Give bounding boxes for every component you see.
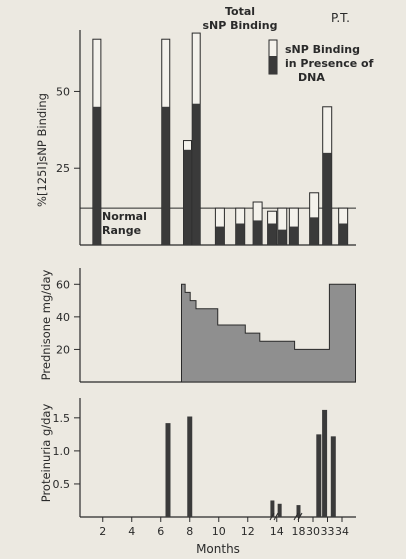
snp-y-tick-label: 25 (56, 162, 70, 175)
proteinuria-bar (296, 505, 301, 517)
month-tick-label: 8 (186, 525, 193, 538)
proteinuria-y-ticks: 0.5 1.0 1.5 (53, 412, 80, 491)
proteinuria-bars (165, 409, 336, 517)
month-tick-label: 12 (241, 525, 255, 538)
dna-binding-bar (253, 220, 263, 245)
proteinuria-bar (277, 503, 282, 517)
prednisone-y-tick-label: 20 (56, 343, 70, 356)
proteinuria-y-tick-label: 0.5 (53, 478, 71, 491)
proteinuria-bar (187, 416, 193, 517)
snp-binding-panel: P.T. 25 50 %[125I]sNP Binding Normal Range… (35, 5, 374, 246)
patient-initials: P.T. (331, 11, 350, 25)
snp-bars (92, 32, 349, 246)
legend-total-label: Total sNP Binding (203, 5, 278, 32)
prednisone-y-tick-label: 60 (56, 278, 70, 291)
month-tick-label: 2 (99, 525, 106, 538)
proteinuria-y-tick-label: 1.5 (53, 412, 71, 425)
dna-binding-bar (161, 106, 170, 246)
dna-binding-bar (289, 226, 299, 245)
month-tick-label: 18 (292, 525, 306, 538)
dna-binding-bar (215, 226, 225, 245)
proteinuria-bar (330, 436, 336, 517)
proteinuria-bar (316, 434, 322, 517)
proteinuria-bar (165, 423, 171, 517)
snp-y-axis-label: %[125I]sNP Binding (35, 93, 49, 207)
month-tick-label: 4 (128, 525, 135, 538)
month-tick-label: 30 (306, 525, 320, 538)
prednisone-dose-area (181, 283, 356, 383)
dna-binding-bar (92, 106, 101, 246)
dna-binding-bar (235, 223, 245, 245)
proteinuria-bar (322, 409, 328, 517)
month-tick-label: 6 (157, 525, 164, 538)
proteinuria-y-tick-label: 1.0 (53, 445, 71, 458)
month-tick-label: 34 (335, 525, 349, 538)
dna-binding-bar (267, 223, 277, 245)
legend-dna-swatch (269, 56, 277, 74)
month-ticks: 2 4 6 8 10 12 14 18 30 33 34 (99, 517, 349, 538)
snp-y-ticks: 25 50 (56, 85, 80, 175)
dna-binding-bar (338, 223, 348, 245)
prednisone-dose-steps (181, 284, 346, 350)
month-tick-label: 33 (321, 525, 335, 538)
month-tick-label: 14 (270, 525, 284, 538)
prednisone-y-axis-label: Prednisone mg/day (39, 269, 53, 380)
dna-binding-bar (322, 152, 332, 245)
proteinuria-y-axis-label: Proteinuria g/day (39, 404, 53, 503)
dna-binding-bar (183, 149, 192, 245)
proteinuria-bar (270, 500, 275, 517)
snp-legend: Total sNP Binding sNP Binding in Presence … (203, 5, 374, 84)
normal-range-label: Normal Range (102, 210, 147, 237)
proteinuria-panel: 0.5 1.0 1.5 Proteinuria g/day 2 4 6 8 10 12 14 18… (39, 398, 356, 556)
x-axis-label: Months (196, 542, 240, 556)
dna-binding-bar (192, 103, 201, 245)
prednisone-y-ticks: 20 40 60 (56, 278, 80, 356)
month-tick-label: 10 (212, 525, 226, 538)
dna-binding-bar (277, 229, 287, 245)
prednisone-y-tick-label: 40 (56, 311, 70, 324)
snp-y-tick-label: 50 (56, 85, 70, 98)
legend-dna-label: sNP Binding in Presence of DNA (285, 43, 374, 84)
prednisone-panel: 20 40 60 Prednisone mg/day (39, 268, 356, 383)
axis-break-marks (269, 512, 303, 521)
dna-binding-bar (309, 217, 319, 245)
